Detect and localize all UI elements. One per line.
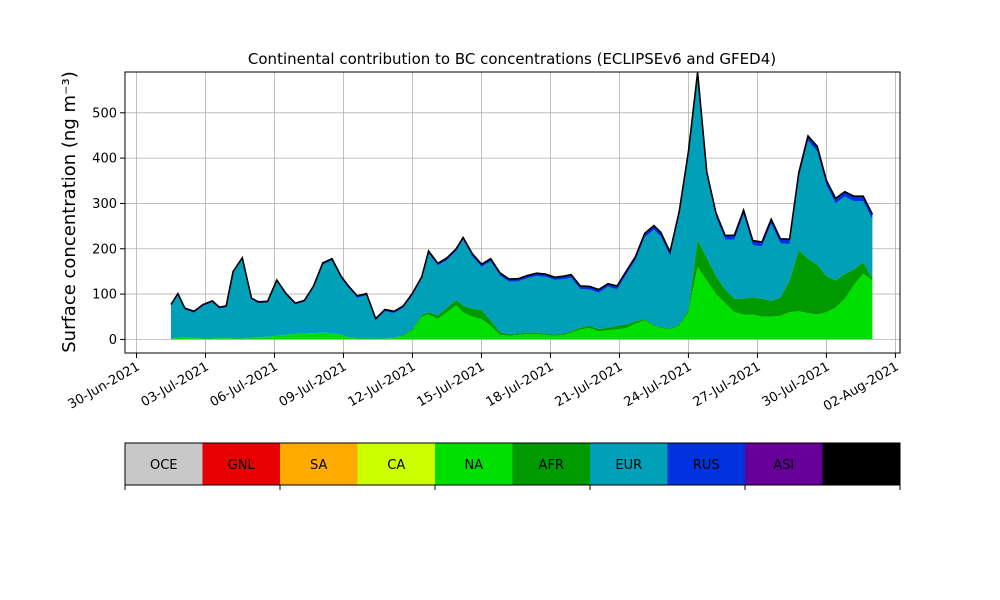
legend-swatch-asi [745, 443, 823, 485]
x-tick-label: 15-Jul-2021 [415, 359, 488, 410]
legend-frame [124, 442, 901, 486]
plot-frame [124, 71, 901, 354]
x-tick-label: 30-Jun-2021 [66, 359, 143, 412]
area-series-eur [171, 76, 873, 339]
legend-label-aus: AUS [848, 458, 875, 473]
area-series-na [171, 266, 873, 340]
region-colorbar-legend: OCE GNL SA CA NA AFR EUR RUS ASI AUS [124, 442, 901, 490]
y-tick-label: 400 [92, 152, 117, 167]
legend-label-asi: ASI [773, 458, 794, 473]
legend-swatch-aus [822, 443, 900, 485]
legend-label-na: NA [464, 458, 483, 473]
legend-label-gnl: GNL [228, 458, 256, 473]
x-tick-label: 03-Jul-2021 [139, 359, 212, 410]
legend-swatch-afr [512, 443, 590, 485]
stacked-area-series [171, 72, 873, 340]
x-tick-label: 21-Jul-2021 [553, 359, 626, 410]
legend-label-eur: EUR [615, 458, 642, 473]
y-axis-label: Surface concentration (ng m⁻³) [59, 71, 80, 353]
x-tick-label: 27-Jul-2021 [691, 359, 764, 410]
total-outline [170, 72, 874, 321]
y-axis-ticks: 0 100 200 300 400 500 [92, 106, 125, 348]
x-tick-label: 02-Aug-2021 [821, 359, 901, 414]
y-tick-label: 500 [92, 106, 117, 121]
legend-swatch-ca [357, 443, 435, 485]
legend-label-rus: RUS [693, 458, 720, 473]
x-tick-label: 12-Jul-2021 [346, 359, 419, 410]
y-tick-label: 100 [92, 288, 117, 303]
x-tick-label: 06-Jul-2021 [208, 359, 281, 410]
legend-swatch-gnl [202, 443, 280, 485]
legend-swatch-oce [125, 443, 203, 485]
legend-swatch-eur [590, 443, 668, 485]
y-tick-label: 300 [92, 197, 117, 212]
legend-swatch-sa [280, 443, 358, 485]
legend-label-afr: AFR [539, 458, 564, 473]
total-line [170, 72, 874, 321]
area-series-afr [171, 239, 873, 339]
chart-title: Continental contribution to BC concentra… [248, 50, 776, 68]
y-tick-label: 0 [109, 333, 117, 348]
legend-swatch-rus [667, 443, 745, 485]
x-tick-label: 24-Jul-2021 [622, 359, 695, 410]
x-tick-label: 18-Jul-2021 [484, 359, 557, 410]
legend-label-sa: SA [310, 458, 327, 473]
x-axis-ticks: 30-Jun-202103-Jul-202106-Jul-202109-Jul-… [66, 353, 901, 415]
legend-label-oce: OCE [150, 458, 178, 473]
legend-label-ca: CA [387, 458, 405, 473]
x-tick-label: 09-Jul-2021 [277, 359, 350, 410]
y-tick-label: 200 [92, 242, 117, 257]
legend-swatch-na [435, 443, 513, 485]
